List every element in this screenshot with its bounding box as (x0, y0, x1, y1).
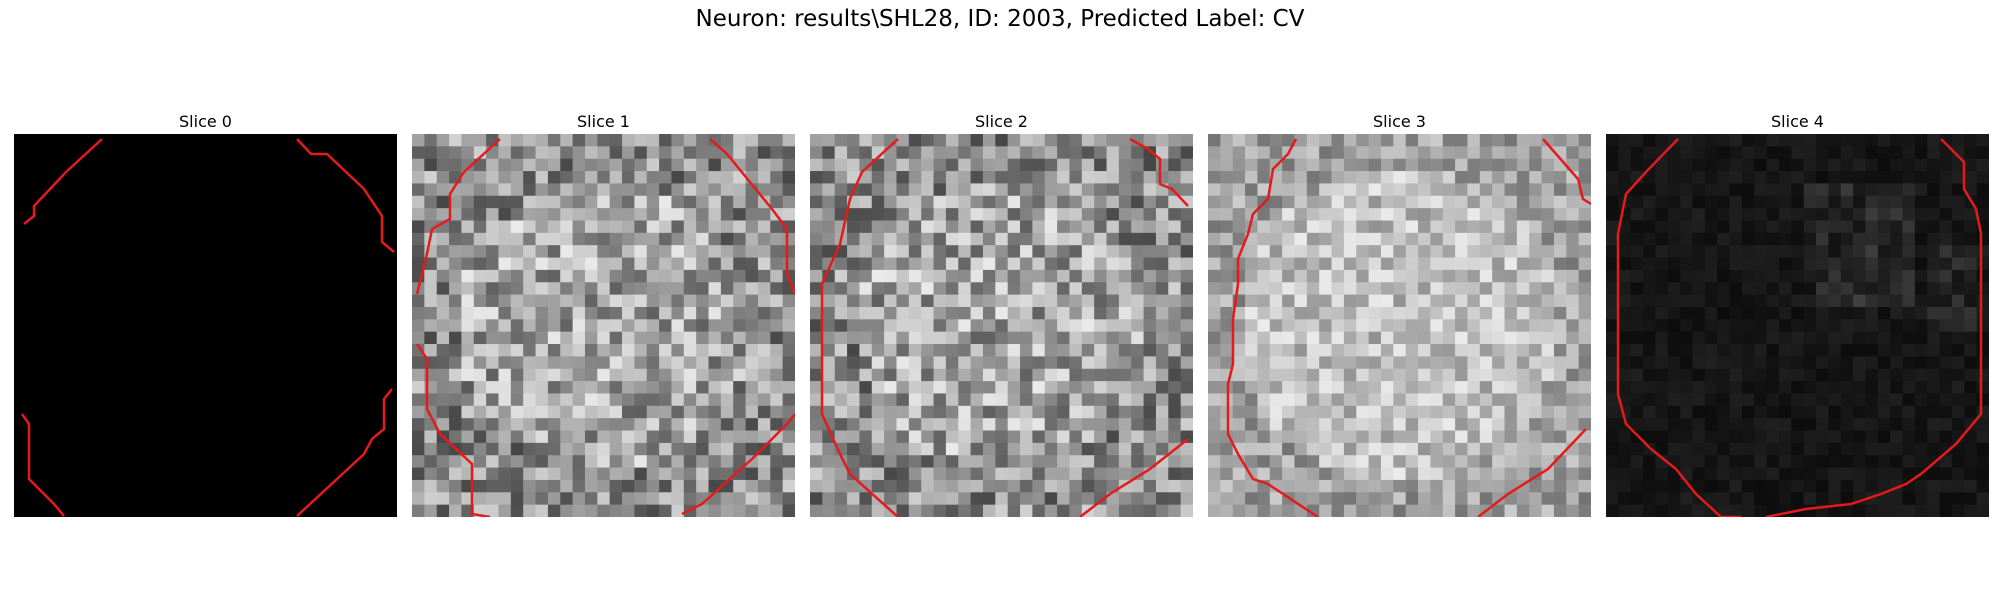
contour-line (1765, 138, 1983, 517)
slice-title: Slice 2 (975, 112, 1028, 131)
contour-line (20, 413, 65, 517)
contour-line (681, 413, 795, 516)
slice-background (14, 134, 397, 517)
contour-line (415, 138, 501, 295)
pixel-grid (1606, 134, 1989, 517)
slice-title: Slice 3 (1373, 112, 1426, 131)
contour-line (820, 138, 899, 517)
contour-line (1226, 138, 1319, 517)
slice-image (1208, 134, 1591, 517)
contour-line (296, 138, 395, 253)
contour-line (709, 138, 795, 295)
contour-line (1477, 428, 1587, 517)
slice-panel-3: Slice 3 (1208, 110, 1591, 517)
slice-image (1606, 134, 1989, 517)
pixel-grid (1208, 134, 1591, 517)
slice-image (14, 134, 397, 517)
contour-line (1616, 138, 1741, 517)
slice-panel-1: Slice 1 (412, 110, 795, 517)
slice-image (412, 134, 795, 517)
contour-line (1079, 438, 1189, 517)
contour-line (1129, 137, 1189, 207)
pixel-grid (810, 134, 1193, 517)
figure-title: Neuron: results\SHL28, ID: 2003, Predict… (695, 6, 1305, 32)
slice-title: Slice 0 (179, 112, 232, 131)
pixel-grid (412, 134, 795, 517)
slice-panel-4: Slice 4 (1606, 110, 1989, 517)
slice-title: Slice 4 (1771, 112, 1824, 131)
slice-panel-2: Slice 2 (810, 110, 1193, 517)
slice-panel-0: Slice 0 (14, 110, 397, 517)
slice-image (810, 134, 1193, 517)
slice-title: Slice 1 (577, 112, 630, 131)
contour-line (296, 388, 393, 517)
contour-line (1542, 138, 1591, 206)
contour-line (415, 343, 491, 517)
contour-line (23, 138, 103, 225)
